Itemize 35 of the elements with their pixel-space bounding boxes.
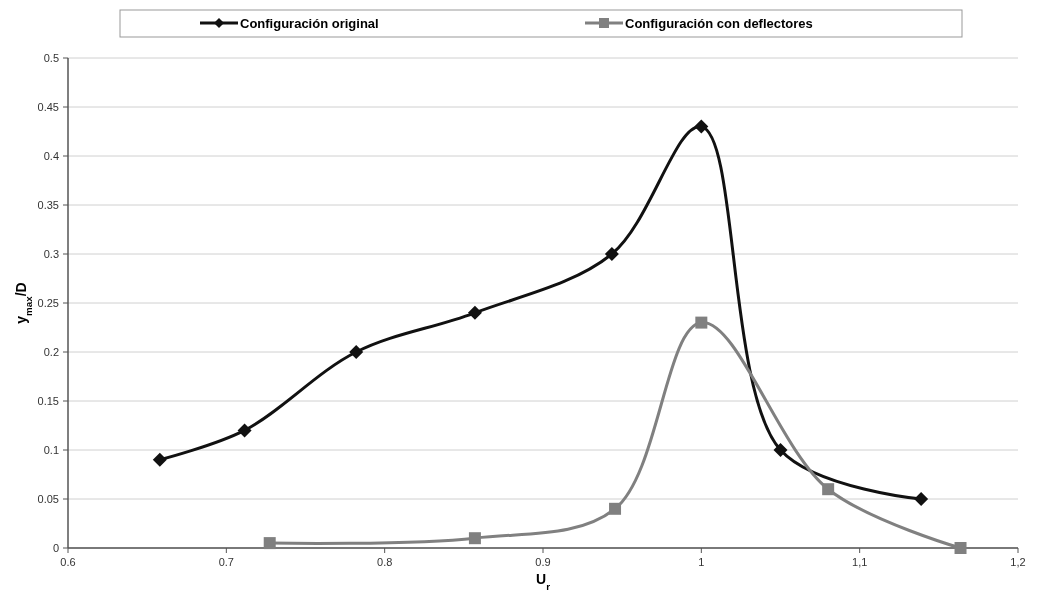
legend-label: Configuración con deflectores <box>625 15 813 31</box>
point <box>695 316 708 329</box>
y-tick-label: 0.4 <box>43 149 59 162</box>
x-tick-label: 0.6 <box>60 556 76 568</box>
y-tick-label: 0.2 <box>43 345 59 358</box>
point <box>349 345 364 359</box>
point <box>468 532 481 545</box>
y-tick-label: 0.5 <box>43 51 59 64</box>
point <box>954 542 967 554</box>
point <box>773 443 788 457</box>
y-tick-label: 0.35 <box>37 198 59 211</box>
x-axis-title: U$_{r}$ <box>536 571 551 592</box>
y-tick-label: 0.25 <box>37 296 59 309</box>
legend-label: Configuración original <box>240 15 379 31</box>
point <box>152 452 167 467</box>
x-tick-label: 0.9 <box>535 556 551 568</box>
point <box>467 305 482 320</box>
y-tick-label: 0.45 <box>37 100 59 113</box>
y-tick-label: 0.05 <box>37 492 59 505</box>
y-tick-label: 0 <box>52 541 59 554</box>
point <box>694 119 709 134</box>
point <box>604 247 619 261</box>
point <box>609 502 622 515</box>
x-tick-label: 1,1 <box>852 556 868 568</box>
y-tick-label: 0.1 <box>43 443 59 456</box>
point <box>822 483 835 496</box>
y-tick-label: 0.15 <box>37 394 59 407</box>
x-tick-label: 0.8 <box>377 556 393 568</box>
point <box>263 537 276 550</box>
x-tick-label: 1 <box>698 556 705 568</box>
x-tick-label: 1,2 <box>1010 556 1026 568</box>
point <box>237 423 252 438</box>
y-tick-label: 0.3 <box>43 247 59 260</box>
x-tick-label: 0.7 <box>218 556 234 568</box>
point <box>914 492 929 506</box>
